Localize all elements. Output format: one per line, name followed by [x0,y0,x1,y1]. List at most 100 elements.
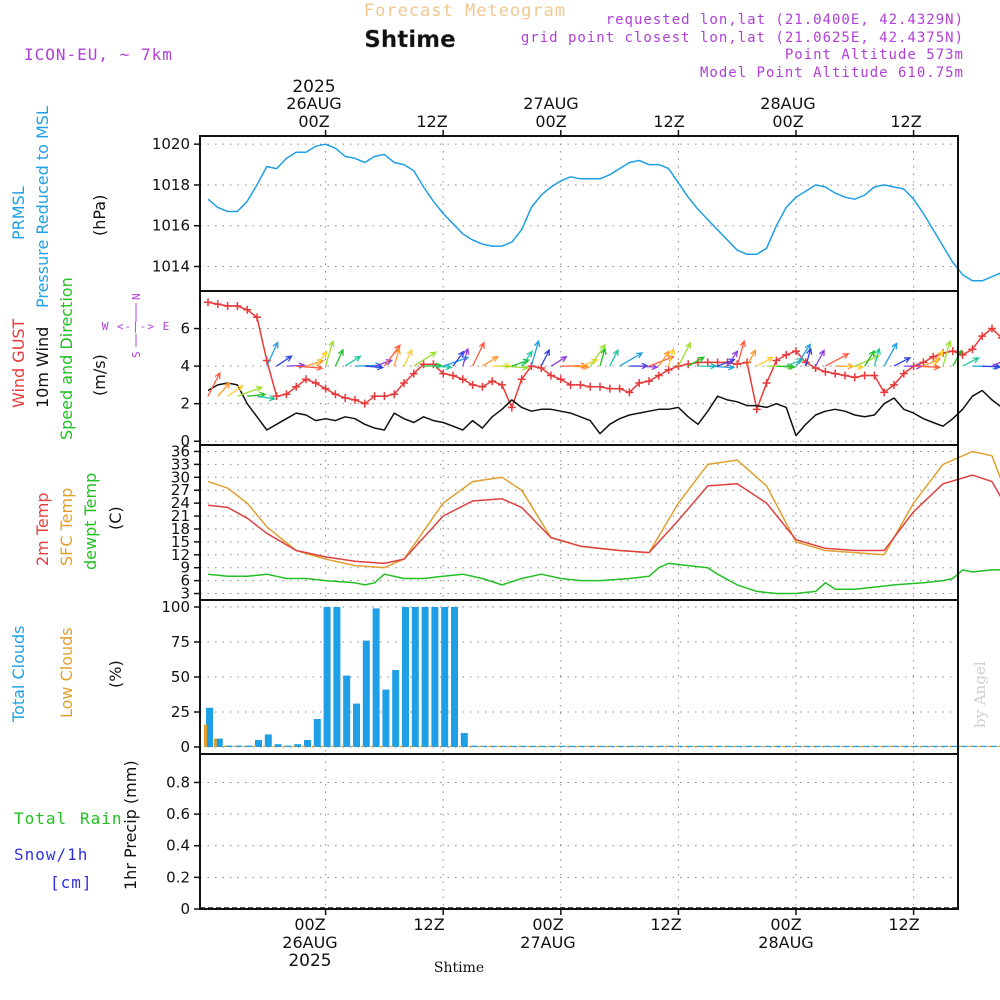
clouds-bar-total-clouds-36 [558,745,566,747]
clouds-bar-total-clouds-17 [372,608,380,747]
clouds-bar-total-clouds-31 [509,745,517,747]
wind-gust-marker-29 [488,377,497,386]
temperature-ytick-label-7: 24 [171,494,190,512]
prmsl-unit-label: (hPa) [90,195,109,236]
clouds-bar-total-clouds-76 [950,745,958,747]
compass-we: W <-|-> E [102,320,171,333]
clouds-ytick-label-2: 50 [171,668,190,686]
clouds-bar-total-clouds-14 [343,675,351,747]
clouds-bar-total-clouds-59 [784,745,792,747]
requested-coords: requested lon,lat (21.0400E, 42.4329N) [606,12,964,28]
clouds-bar-total-clouds-33 [529,745,537,747]
top-hour-2: 12Z [416,112,447,131]
compass-n: N [130,292,143,300]
clouds-bar-low-clouds-37 [566,745,570,747]
wind-gust-marker-44 [635,379,644,388]
wind-direction-arrow-0 [207,371,221,397]
wind-direction-arrow-22 [423,362,444,369]
wind-gust-marker-18 [380,392,389,401]
clouds-bar-total-clouds-53 [725,745,733,747]
wind-direction-arrow-35 [550,356,568,367]
wind-gust-marker-64 [831,369,840,378]
clouds-bar-total-clouds-28 [480,745,488,747]
clouds-bar-total-clouds-32 [519,745,527,747]
wind-direction-arrow-27 [472,341,485,367]
clouds-bar-low-clouds-18 [380,745,384,747]
clouds-bar-total-clouds-55 [745,745,752,747]
clouds-bar-low-clouds-23 [429,745,433,747]
clouds-bar-low-clouds-29 [488,745,492,747]
clouds-bar-total-clouds-24 [441,607,449,747]
wind-direction-arrow-69 [883,341,898,367]
clouds-bar-total-clouds-42 [617,745,625,747]
precipitation-ytick-label-4: 0.8 [166,773,190,791]
clouds-bar-low-clouds-41 [605,745,609,747]
clouds-bar-low-clouds-72 [909,745,913,747]
clouds-bar-low-clouds-62 [811,745,815,747]
wind-gust-marker-46 [654,371,663,380]
wind-gust-marker-60 [792,347,800,356]
clouds-bar-total-clouds-22 [421,607,429,747]
clouds-bar-low-clouds-34 [537,745,541,747]
clouds-bar-total-clouds-40 [598,745,605,747]
clouds-bar-total-clouds-18 [382,689,390,747]
temperature-ytick-label-11: 36 [171,442,190,460]
wind-direction-arrow-61 [805,347,813,367]
top-hour-1: 00Z [298,112,329,131]
clouds-bar-low-clouds-28 [478,745,482,747]
wind-gust-line [207,301,1000,411]
wind-direction-arrow-79 [982,363,1000,370]
clouds-bar-low-clouds-40 [596,745,599,747]
clouds-bar-total-clouds-27 [470,745,478,747]
wind-gust-marker-15 [351,395,359,404]
clouds-bar-total-clouds-2 [225,745,233,747]
clouds-bar-low-clouds-48 [674,745,678,747]
clouds-bar-low-clouds-19 [390,745,394,747]
clouds-bar-total-clouds-11 [313,719,321,747]
prmsl-ytick-label-0: 1014 [152,258,190,276]
clouds-bar-total-clouds-58 [774,745,782,747]
bottom-hour-5: 00Z [770,915,801,934]
cloud-unit-label: (%) [106,660,125,688]
clouds-bar-low-clouds-55 [743,745,746,747]
clouds-bar-low-clouds-52 [713,745,717,747]
clouds-bar-low-clouds-76 [948,745,952,747]
clouds-bar-total-clouds-26 [460,733,468,747]
wind-gust-marker-51 [703,358,712,367]
wind-direction-arrow-80 [991,361,1000,367]
clouds-bar-total-clouds-57 [764,745,772,747]
clouds-bar-total-clouds-35 [549,745,556,747]
wind-direction-arrow-34 [540,348,550,367]
clouds-bar-total-clouds-70 [892,745,899,747]
wind-direction-arrow-63 [825,353,850,367]
top-year: 2025 [292,77,335,97]
clouds-bar-total-clouds-73 [921,745,929,747]
wind-gust-marker-38 [576,380,585,389]
clouds-bar-total-clouds-19 [392,670,400,747]
wind-direction-arrow-67 [864,349,876,367]
wind-direction-arrow-25 [452,350,465,367]
wind-gust-marker-17 [370,392,379,401]
wind-gust-marker-13 [331,390,340,399]
bottom-hour-6: 12Z [888,915,919,934]
clouds-bar-total-clouds-65 [843,745,850,747]
wind-gust-marker-25 [449,371,457,380]
clouds-bar-total-clouds-52 [715,745,723,747]
clouds-bar-low-clouds-60 [792,745,795,747]
clouds-bar-low-clouds-22 [419,745,423,747]
wind-direction-arrow-33 [530,339,541,367]
wind-direction-arrow-21 [413,351,438,367]
clouds-bar-low-clouds-30 [498,745,501,747]
precipitation-ytick-label-1: 0.2 [166,868,190,886]
clouds-bar-low-clouds-1 [213,738,217,747]
wind-direction-arrow-75 [942,339,952,367]
clouds-bar-low-clouds-56 [752,745,756,747]
wind-gust-marker-63 [821,367,830,376]
gridpoint-coords: grid point closest lon,lat (21.0625E, 42… [521,30,964,46]
wind-direction-arrow-19 [393,347,401,367]
clouds-bar-total-clouds-51 [705,745,713,747]
location-title: Shtime [364,27,455,53]
wind-gust-marker-7 [272,392,281,401]
clouds-bar-low-clouds-63 [821,745,825,747]
clouds-bar-total-clouds-74 [931,745,939,747]
